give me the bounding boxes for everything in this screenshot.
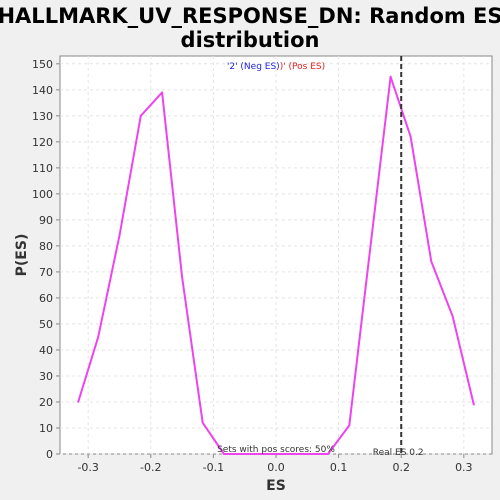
legend-pos-es: )' (Pos ES) <box>280 62 325 72</box>
density-point <box>409 135 412 138</box>
density-point <box>201 421 204 424</box>
density-point <box>161 91 163 94</box>
y-axis-ticks: 0 10 20 30 40 50 60 70 80 90 100 110 120 130 140 150 <box>32 58 60 461</box>
chart-title-line1: HALLMARK_UV_RESPONSE_DN: Random ES <box>0 4 500 28</box>
density-point <box>451 315 454 318</box>
y-tick-label: 120 <box>32 136 53 149</box>
y-tick-label: 100 <box>32 188 53 201</box>
density-point <box>430 260 433 263</box>
series-group <box>77 75 475 455</box>
density-point <box>348 424 351 427</box>
x-axis-title: ES <box>266 478 286 494</box>
density-point <box>118 234 121 237</box>
y-tick-label: 60 <box>39 292 53 305</box>
density-point <box>327 453 329 455</box>
legend-neg-es: '2' (Neg ES) <box>227 62 280 72</box>
density-point <box>472 403 475 406</box>
footer-pos-scores: Sets with pos scores: 50% <box>217 445 335 455</box>
density-point <box>306 453 309 455</box>
density-point <box>97 336 100 338</box>
density-point <box>369 250 371 252</box>
density-point <box>223 453 225 455</box>
real-es-label: Real ES 0.2 <box>373 448 424 458</box>
x-tick-label: -0.3 <box>77 461 98 474</box>
y-tick-label: 90 <box>39 214 53 227</box>
density-point <box>389 75 392 78</box>
y-tick-label: 30 <box>39 370 53 383</box>
x-tick-label: -0.1 <box>203 461 224 474</box>
x-tick-label: 0.0 <box>267 461 285 474</box>
x-tick-label: 0.2 <box>392 461 410 474</box>
chart-title-line2: distribution <box>181 28 320 52</box>
y-tick-label: 50 <box>39 318 53 331</box>
x-tick-label: 0.1 <box>330 461 348 474</box>
grid <box>60 56 492 455</box>
y-tick-label: 10 <box>39 422 53 435</box>
y-tick-label: 20 <box>39 396 53 409</box>
y-axis-title: P(ES) <box>14 234 30 277</box>
x-axis-ticks: -0.3 -0.2 -0.1 0.0 0.1 0.2 0.3 <box>77 454 473 474</box>
density-point <box>181 276 183 279</box>
y-tick-label: 110 <box>32 162 53 175</box>
y-tick-label: 0 <box>46 448 53 461</box>
density-point <box>139 114 142 117</box>
density-point <box>275 453 277 455</box>
y-tick-label: 130 <box>32 110 53 123</box>
y-tick-label: 70 <box>39 266 53 279</box>
x-tick-label: -0.2 <box>140 461 161 474</box>
legend: '2' (Neg ES))' (Pos ES) <box>227 62 325 72</box>
density-point <box>77 401 80 403</box>
x-tick-label: 0.3 <box>455 461 473 474</box>
y-tick-label: 140 <box>32 84 53 97</box>
density-point <box>243 453 246 455</box>
y-tick-label: 80 <box>39 240 53 253</box>
y-tick-label: 40 <box>39 344 53 357</box>
y-tick-label: 150 <box>32 58 53 71</box>
